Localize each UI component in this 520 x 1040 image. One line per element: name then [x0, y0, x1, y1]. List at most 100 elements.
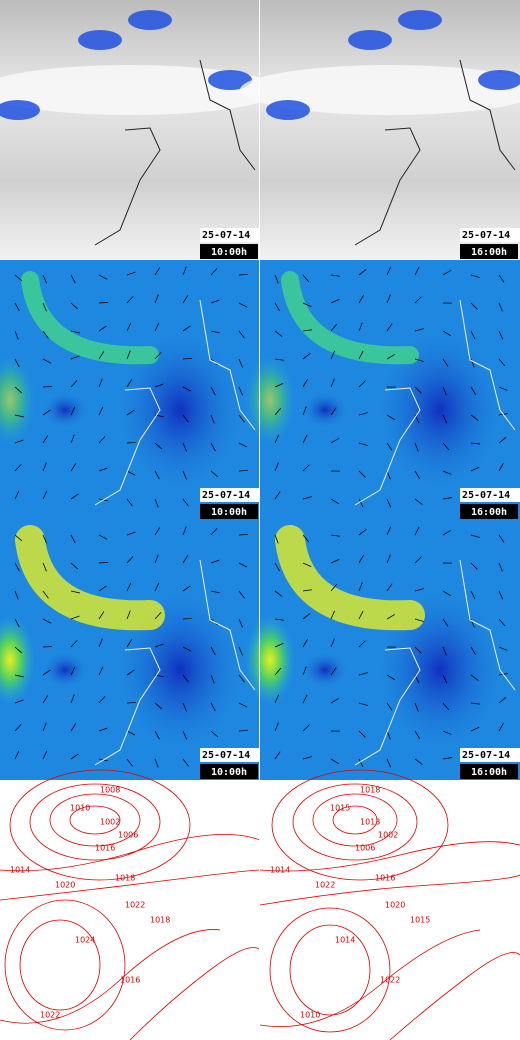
wind-arrow: [302, 534, 310, 543]
wind-arrow: [302, 589, 312, 592]
wind-arrow: [330, 498, 339, 505]
map-panel: 25-07-14 16:00h: [240, 0, 520, 260]
low-wind: [370, 320, 510, 500]
wind-arrow: [274, 534, 279, 544]
wind-arrow: [302, 756, 312, 760]
wind-arrow: [330, 610, 336, 620]
coastline: [94, 299, 256, 506]
wind-arrow: [42, 274, 47, 284]
wind-arrow: [238, 414, 245, 423]
contours-left: [0, 769, 261, 1040]
date-box: [200, 748, 260, 762]
wind-arrow: [358, 529, 367, 536]
coastline: [94, 559, 256, 766]
wind-arrow: [126, 470, 136, 476]
wind-arrow: [98, 351, 105, 360]
wind-arrow: [358, 672, 368, 676]
wind-arrow: [358, 470, 366, 478]
wind-arrow: [386, 674, 395, 681]
wind-arrow: [14, 386, 22, 394]
wind-arrow: [14, 750, 20, 760]
wind-arrow: [274, 407, 282, 416]
wind-arrow: [330, 758, 339, 765]
wind-arrow: [498, 646, 508, 651]
wind-arrow: [302, 406, 307, 416]
wind-arrow: [470, 442, 480, 445]
wind-arrow: [70, 562, 78, 570]
isobar-label: 1006: [355, 844, 375, 853]
map-panel: 25-07-14 10:00h: [0, 520, 260, 780]
wind-arrow: [238, 273, 249, 276]
precip: [0, 100, 40, 120]
wind-arrow: [274, 694, 280, 704]
wind-arrow: [182, 585, 191, 592]
wind-arrow: [182, 498, 189, 507]
wind-arrow: [330, 350, 336, 360]
wind-arrow: [154, 470, 160, 480]
time-label: 10:00h: [211, 507, 247, 518]
cloud-band: [240, 65, 520, 115]
wind-arrow: [414, 702, 419, 712]
jet-core: [0, 355, 35, 445]
wind-arrow: [470, 726, 480, 732]
wind-arrow: [442, 470, 452, 475]
wind-arrow: [98, 406, 104, 416]
jet-stream: [275, 525, 425, 631]
wind-arrow: [330, 407, 337, 416]
wind-arrow: [274, 434, 280, 444]
wind-arrow: [98, 467, 108, 472]
wind-arrow: [42, 646, 53, 648]
wind-arrow: [358, 269, 367, 276]
isobar-label: 1016: [375, 874, 395, 883]
wind-arrow: [238, 469, 249, 472]
precip: [266, 100, 310, 120]
isobar-label: 1015: [330, 804, 350, 813]
isobar-label: 1016: [95, 844, 115, 853]
wind-arrow: [126, 582, 132, 592]
wind-arrow: [42, 462, 47, 472]
wind-arrow: [210, 590, 220, 594]
wind-arrow: [274, 562, 280, 571]
wind-arrow: [70, 434, 75, 444]
isobar-label: 1008: [100, 786, 120, 795]
isobar-label: 1020: [385, 901, 405, 910]
wind-arrow: [498, 534, 505, 543]
wind-arrow: [154, 758, 159, 768]
map-panel: 25-07-14 10:00h: [0, 260, 260, 520]
wind-arrow: [498, 697, 507, 704]
wind-arrow: [42, 490, 48, 500]
jet-stream: [15, 525, 165, 631]
wind-arrow: [498, 386, 508, 391]
map-panel: 25-07-14 16:00h: [245, 260, 520, 520]
wind-arrow: [274, 722, 279, 732]
wind-arrow: [126, 409, 135, 416]
wind-arrow: [274, 667, 282, 676]
isobar-label: 1020: [55, 881, 75, 890]
wind-arrow: [238, 590, 245, 599]
wind-arrow: [70, 534, 76, 544]
wind-arrow: [470, 302, 478, 310]
low-wind: [40, 390, 90, 430]
wind-arrow: [274, 330, 283, 337]
precip: [208, 70, 252, 90]
map-grid: 25-07-14 10:00h 25-07-14 16:00h 25-07-14 10:0…: [0, 0, 520, 780]
wind-arrow: [182, 325, 191, 332]
wind-arrow: [70, 274, 76, 284]
time-box: [200, 244, 258, 259]
wind-arrow: [42, 534, 47, 544]
wind-arrow: [42, 722, 47, 732]
wind-arrow: [386, 758, 392, 768]
wind-arrow: [358, 730, 366, 738]
precip: [348, 30, 392, 50]
time-label: 16:00h: [471, 767, 507, 778]
isobar-label: 1022: [125, 901, 145, 910]
wind-arrow: [154, 554, 159, 564]
wind-arrow: [14, 562, 20, 572]
wind-arrow: [414, 730, 420, 739]
wind-arrow: [358, 295, 364, 304]
wind-arrow: [210, 730, 219, 738]
wind-arrow: [126, 322, 132, 332]
wind-arrow: [302, 694, 308, 704]
wind-arrow: [358, 640, 366, 648]
wind-arrow: [14, 490, 20, 500]
